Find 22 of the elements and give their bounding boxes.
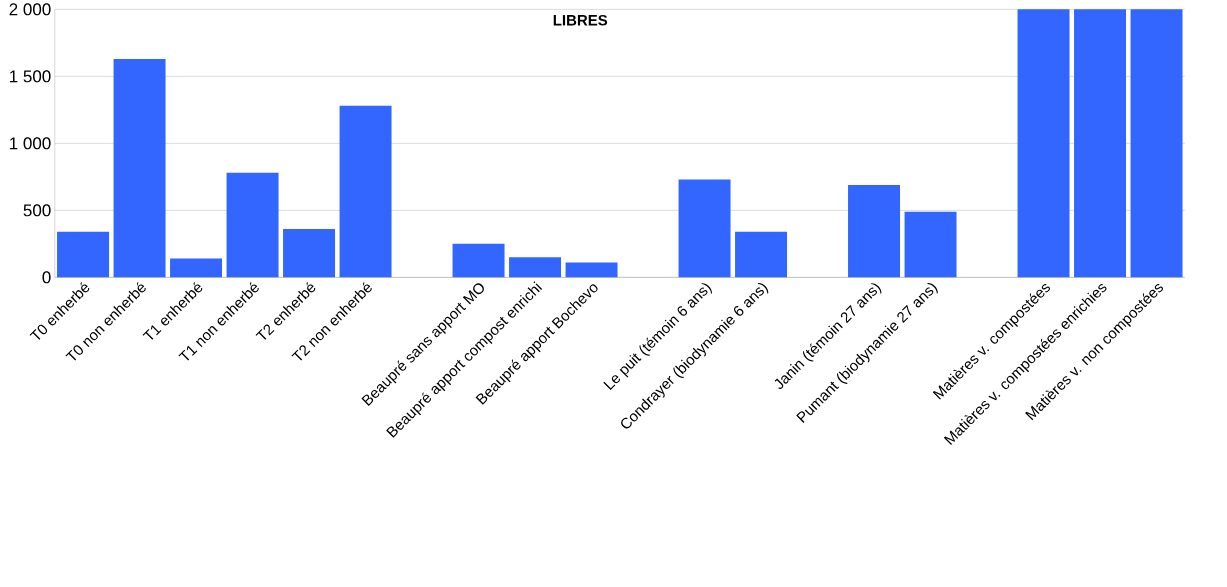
bar <box>678 179 731 278</box>
bar <box>113 58 166 278</box>
bar <box>283 229 336 278</box>
bar <box>509 257 562 278</box>
bar <box>1017 9 1070 278</box>
y-tick-label: 0 <box>42 271 51 284</box>
chart-title: LIBRES <box>553 14 608 26</box>
bar <box>452 243 505 278</box>
bar <box>339 105 392 278</box>
y-tick-label: 500 <box>23 204 51 217</box>
bar <box>170 258 223 278</box>
bar <box>57 231 110 278</box>
bar <box>848 184 901 278</box>
y-tick-label: 1 000 <box>10 137 51 150</box>
bar <box>735 231 788 278</box>
bar <box>904 211 957 278</box>
bar <box>226 172 279 278</box>
y-tick-label: 2 000 <box>9 3 51 16</box>
bar <box>1074 9 1127 278</box>
bar <box>565 262 618 278</box>
y-tick-label: 1 500 <box>10 70 51 83</box>
bar <box>1130 9 1183 278</box>
